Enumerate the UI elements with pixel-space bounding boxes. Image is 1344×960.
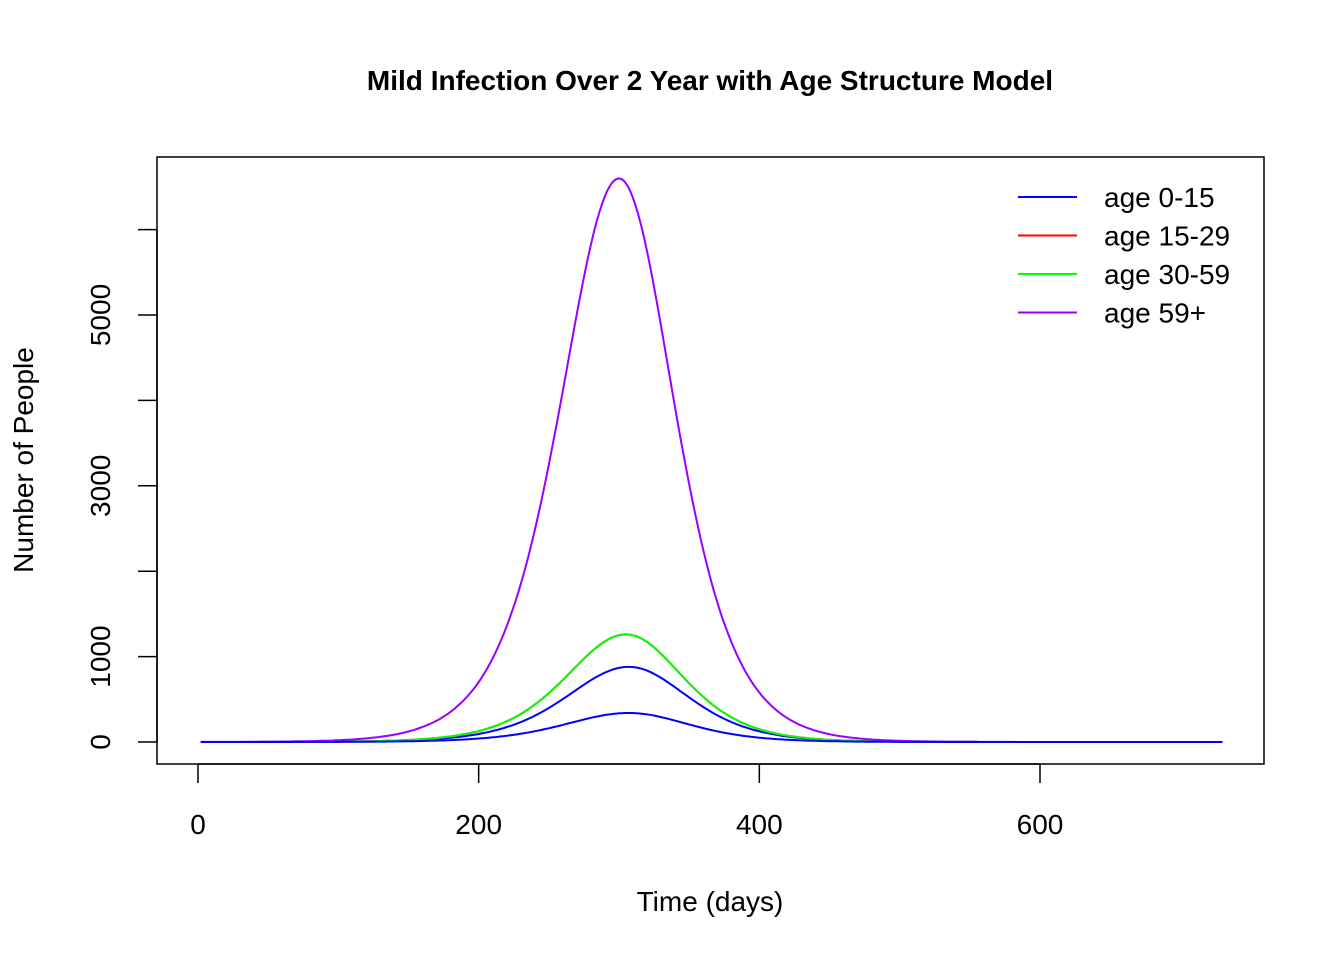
y-tick-label: 1000 xyxy=(85,625,116,687)
legend-label: age 0-15 xyxy=(1104,182,1215,213)
series-line-1 xyxy=(200,633,1223,743)
x-tick-label: 400 xyxy=(736,809,783,840)
legend-label: age 59+ xyxy=(1104,298,1206,329)
x-tick-label: 200 xyxy=(455,809,502,840)
y-axis-label: Number of People xyxy=(8,347,39,573)
series-group xyxy=(200,177,1223,743)
series-line-3 xyxy=(200,177,1223,743)
x-axis-label: Time (days) xyxy=(637,886,784,917)
x-tick-label: 600 xyxy=(1017,809,1064,840)
chart-title: Mild Infection Over 2 Year with Age Stru… xyxy=(367,65,1053,96)
legend: age 0-15 age 15-29 age 30-59 age 59+ xyxy=(1018,182,1230,329)
series-line-4 xyxy=(200,712,1223,743)
y-tick-label: 3000 xyxy=(85,455,116,517)
x-tick-label: 0 xyxy=(190,809,206,840)
x-axis: 0 200 400 600 xyxy=(190,763,1064,840)
y-axis: 0 1000 3000 5000 xyxy=(85,228,158,750)
legend-label: age 30-59 xyxy=(1104,259,1230,290)
y-tick-label: 5000 xyxy=(85,284,116,346)
legend-label: age 15-29 xyxy=(1104,221,1230,252)
plot-area xyxy=(156,156,1265,765)
y-tick-label: 0 xyxy=(85,734,116,750)
series-line-2 xyxy=(200,633,1223,743)
